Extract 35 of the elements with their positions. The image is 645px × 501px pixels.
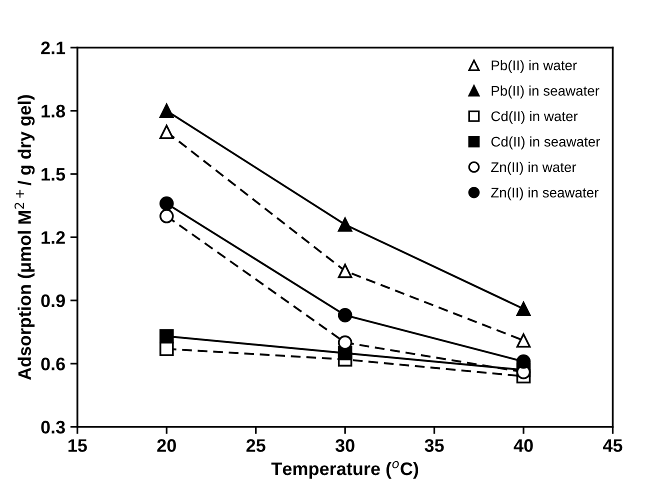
legend-label: Cd(II) in seawater [491, 136, 600, 150]
x-tick-label: 35 [424, 439, 444, 452]
y-tick-label: 0.9 [41, 294, 65, 308]
legend-label: Pb(II) in seawater [492, 86, 600, 98]
point [338, 217, 352, 232]
point [516, 302, 531, 316]
legend-label: Cd(II) in water [491, 110, 578, 124]
x-tick-label: 30 [335, 439, 354, 452]
legend-label: Zn(II) in water [491, 162, 576, 175]
y-tick-label: 2.1 [41, 42, 66, 54]
point [516, 354, 531, 369]
x-tick-label: 45 [602, 439, 622, 452]
point [159, 124, 174, 140]
legend-label: Zn(II) in seawater [491, 187, 598, 200]
x-tick-label: 25 [246, 439, 266, 452]
y-tick-label: 0.3 [41, 420, 65, 434]
legend-label: Pb(II) in water [492, 60, 577, 74]
point [159, 342, 174, 356]
point [159, 329, 174, 344]
point [338, 264, 352, 278]
point [159, 196, 174, 211]
y-axis-title: Adsorption (μmol M$^{2+}$/ g dry gel) [14, 95, 35, 380]
point [159, 104, 174, 118]
x-tick-label: 40 [514, 439, 533, 452]
point [338, 335, 352, 350]
x-tick-label: 20 [157, 439, 176, 452]
y-tick-label: 0.6 [41, 358, 65, 370]
x-axis-title: Temperature ($^{o}$C) [271, 461, 418, 479]
y-tick-label: 1.2 [42, 231, 65, 244]
point [159, 209, 174, 224]
y-tick-label: 1.8 [42, 104, 66, 118]
point [516, 333, 531, 348]
point [338, 308, 352, 322]
x-tick-label: 15 [68, 439, 87, 452]
y-tick-label: 1.5 [42, 168, 66, 181]
